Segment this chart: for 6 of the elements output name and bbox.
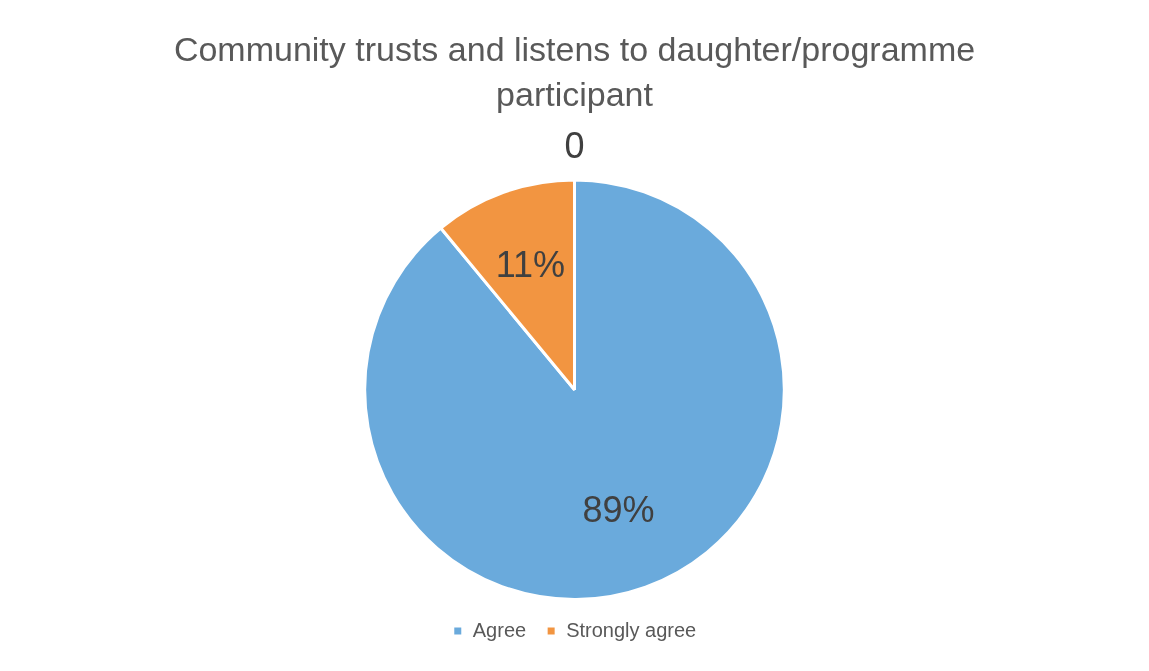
chart-title: Community trusts and listens to daughter/programme participant (173, 30, 976, 113)
legend-label: Agree (472, 618, 527, 641)
legend-label: Strongly agree (566, 618, 697, 641)
data-label: 89% (582, 489, 655, 531)
text: 0 (564, 124, 585, 166)
data-label: 11% (495, 244, 566, 286)
